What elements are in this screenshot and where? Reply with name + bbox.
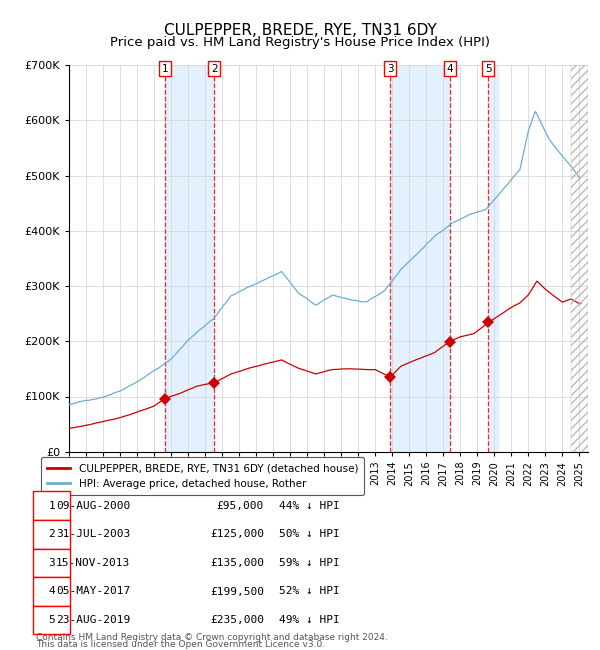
- Text: 3: 3: [48, 558, 55, 568]
- Text: £135,000: £135,000: [210, 558, 264, 568]
- Text: 50% ↓ HPI: 50% ↓ HPI: [279, 529, 340, 539]
- Text: 15-NOV-2013: 15-NOV-2013: [56, 558, 130, 568]
- Bar: [488, 65, 498, 452]
- Text: 09-AUG-2000: 09-AUG-2000: [56, 500, 130, 511]
- Text: 1: 1: [161, 64, 168, 74]
- Text: 59% ↓ HPI: 59% ↓ HPI: [279, 558, 340, 568]
- Text: 3: 3: [387, 64, 394, 74]
- Text: 4: 4: [446, 64, 453, 74]
- Text: 1: 1: [48, 500, 55, 511]
- Text: 5: 5: [485, 64, 491, 74]
- Text: £199,500: £199,500: [210, 586, 264, 597]
- Text: Price paid vs. HM Land Registry's House Price Index (HPI): Price paid vs. HM Land Registry's House …: [110, 36, 490, 49]
- Text: £235,000: £235,000: [210, 615, 264, 625]
- Text: 2: 2: [211, 64, 218, 74]
- Text: 4: 4: [48, 586, 55, 597]
- Text: 2: 2: [48, 529, 55, 539]
- Text: £125,000: £125,000: [210, 529, 264, 539]
- Text: 23-AUG-2019: 23-AUG-2019: [56, 615, 130, 625]
- Text: This data is licensed under the Open Government Licence v3.0.: This data is licensed under the Open Gov…: [36, 640, 325, 649]
- Bar: [165, 65, 214, 452]
- Text: Contains HM Land Registry data © Crown copyright and database right 2024.: Contains HM Land Registry data © Crown c…: [36, 633, 388, 642]
- Text: 44% ↓ HPI: 44% ↓ HPI: [279, 500, 340, 511]
- Text: CULPEPPER, BREDE, RYE, TN31 6DY: CULPEPPER, BREDE, RYE, TN31 6DY: [164, 23, 436, 38]
- Text: 31-JUL-2003: 31-JUL-2003: [56, 529, 130, 539]
- Text: 05-MAY-2017: 05-MAY-2017: [56, 586, 130, 597]
- Bar: [390, 65, 450, 452]
- Text: 5: 5: [48, 615, 55, 625]
- Text: £95,000: £95,000: [217, 500, 264, 511]
- Text: 52% ↓ HPI: 52% ↓ HPI: [279, 586, 340, 597]
- Legend: CULPEPPER, BREDE, RYE, TN31 6DY (detached house), HPI: Average price, detached h: CULPEPPER, BREDE, RYE, TN31 6DY (detache…: [41, 457, 364, 495]
- Text: 49% ↓ HPI: 49% ↓ HPI: [279, 615, 340, 625]
